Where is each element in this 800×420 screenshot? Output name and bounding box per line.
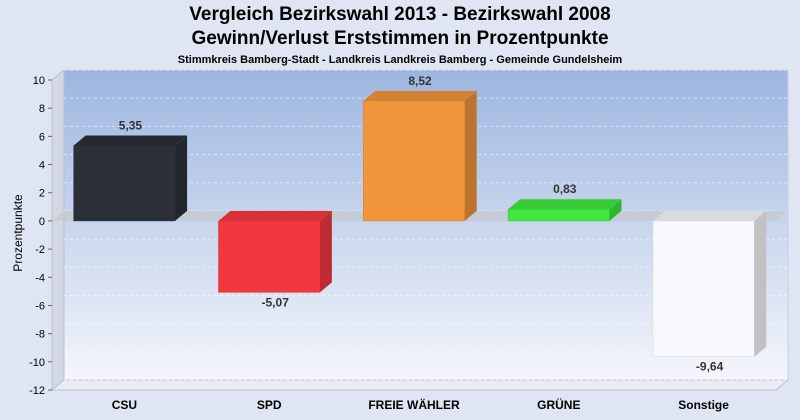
y-axis: 10 8 6 4 2 0 -2 -4 -6 -8 -10 -12 bbox=[29, 75, 52, 397]
value-label: 8,52 bbox=[408, 74, 432, 88]
y-tick-label: -10 bbox=[29, 357, 45, 369]
y-tick-label: -2 bbox=[35, 244, 45, 256]
floor bbox=[50, 379, 790, 391]
bar-freie-w-hler bbox=[363, 90, 477, 222]
chart-title: Vergleich Bezirkswahl 2013 - Bezirkswahl… bbox=[189, 4, 611, 25]
value-labels: 5,35 -5,07 8,52 0,83 -9,64 bbox=[119, 74, 724, 374]
y-tick-label: 6 bbox=[39, 131, 45, 143]
y-axis-label: Prozentpunkte bbox=[11, 194, 25, 272]
bar-sonstige bbox=[652, 210, 767, 357]
x-tick-label: Sonstige bbox=[678, 398, 729, 412]
x-tick-label: CSU bbox=[112, 398, 137, 412]
y-tick-label: -12 bbox=[29, 385, 45, 397]
y-tick-label: 0 bbox=[39, 216, 45, 228]
value-label: 5,35 bbox=[119, 119, 143, 133]
x-axis: CSU SPD FREIE WÄHLER GRÜNE Sonstige bbox=[112, 397, 730, 412]
y-tick-label: 2 bbox=[39, 188, 45, 200]
x-tick-label: SPD bbox=[257, 398, 282, 412]
chart-title-line2: Gewinn/Verlust Erststimmen in Prozentpun… bbox=[191, 28, 609, 49]
bars bbox=[73, 90, 767, 357]
value-label: -9,64 bbox=[696, 360, 724, 374]
y-tick-label: -4 bbox=[35, 272, 45, 284]
bar-gr-ne bbox=[507, 199, 622, 222]
y-tick-label: 8 bbox=[39, 103, 45, 115]
value-label: 0,83 bbox=[553, 182, 577, 196]
y-tick-label: -8 bbox=[35, 329, 45, 341]
y-tick-label: -6 bbox=[35, 300, 45, 312]
x-tick-label: GRÜNE bbox=[537, 397, 580, 412]
bar-spd bbox=[218, 210, 332, 293]
x-tick-label: FREIE WÄHLER bbox=[368, 397, 460, 412]
y-tick-label: 4 bbox=[39, 160, 45, 172]
bar-csu bbox=[73, 135, 188, 222]
y-tick-label: 10 bbox=[33, 75, 45, 87]
value-label: -5,07 bbox=[262, 295, 290, 309]
left-wall bbox=[51, 68, 65, 392]
chart-subtitle: Stimmkreis Bamberg-Stadt - Landkreis Lan… bbox=[177, 54, 623, 66]
